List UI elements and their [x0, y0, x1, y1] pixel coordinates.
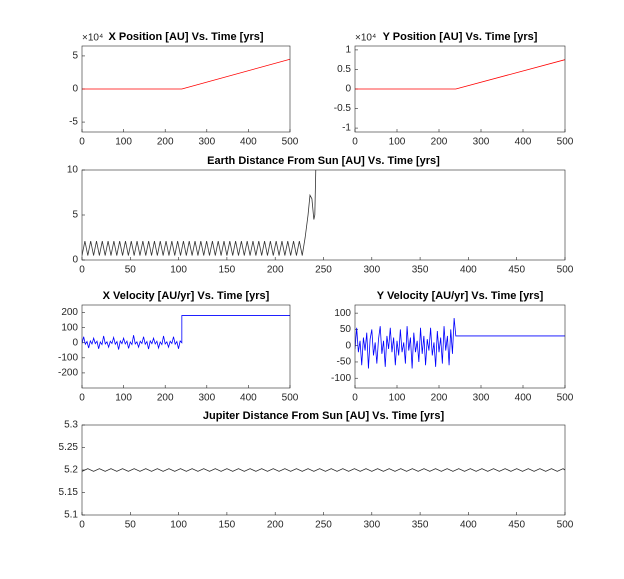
x-tick-label: 350: [412, 520, 429, 531]
chart-title: Jupiter Distance From Sun [AU] Vs. Time …: [203, 410, 445, 422]
x-tick-label: 300: [363, 265, 380, 276]
x-tick-label: 200: [157, 393, 174, 404]
y-tick-label: 1: [345, 45, 351, 56]
axes-box: [81, 169, 566, 261]
exponent-label: ×10⁴: [82, 33, 103, 44]
axes-box: [81, 304, 291, 389]
x-tick-label: 100: [115, 393, 132, 404]
plot-area: [82, 305, 290, 388]
x-tick-label: 200: [157, 137, 174, 148]
x-tick-label: 100: [389, 393, 406, 404]
x-tick-label: 300: [198, 137, 215, 148]
x-tick-label: 200: [267, 265, 284, 276]
y-tick-label: 5: [72, 51, 78, 62]
x-tick-label: 100: [170, 520, 187, 531]
x-tick-label: 500: [557, 137, 574, 148]
x-tick-label: 0: [352, 393, 358, 404]
data-line: [82, 58, 290, 90]
x-tick-label: 300: [363, 520, 380, 531]
x-tick-label: 450: [508, 520, 525, 531]
x-tick-label: 0: [79, 393, 85, 404]
y-tick-label: 0: [72, 337, 78, 348]
x-tick-label: 400: [240, 137, 257, 148]
y-tick-label: 5.3: [64, 420, 78, 431]
x-tick-label: 400: [515, 393, 532, 404]
x-tick-label: 0: [352, 137, 358, 148]
x-tick-label: 500: [557, 393, 574, 404]
y-tick-label: 100: [61, 322, 78, 333]
x-tick-label: 100: [389, 137, 406, 148]
y-tick-label: 5.15: [59, 487, 79, 498]
y-tick-label: 5: [72, 210, 78, 221]
y-tick-label: -0.5: [334, 103, 352, 114]
x-tick-label: 250: [315, 265, 332, 276]
y-tick-label: -200: [58, 368, 78, 379]
x-tick-label: 300: [473, 137, 490, 148]
y-tick-label: -100: [331, 373, 351, 384]
y-tick-label: 5.25: [59, 442, 79, 453]
y-tick-label: -50: [337, 357, 352, 368]
y-tick-label: 0.5: [337, 64, 351, 75]
axes-box: [81, 424, 566, 516]
x-tick-label: 100: [115, 137, 132, 148]
y-tick-label: 5.2: [64, 465, 78, 476]
data-line: [355, 59, 565, 90]
chart-title: X Position [AU] Vs. Time [yrs]: [108, 31, 263, 43]
x-tick-label: 500: [282, 393, 299, 404]
x-tick-label: 400: [460, 520, 477, 531]
x-tick-label: 0: [79, 520, 85, 531]
y-tick-label: 10: [67, 165, 79, 176]
axes-box: [81, 45, 291, 133]
x-tick-label: 250: [315, 520, 332, 531]
y-tick-label: 50: [340, 324, 352, 335]
x-tick-label: 200: [267, 520, 284, 531]
x-tick-label: 50: [125, 265, 137, 276]
y-tick-label: 0: [72, 84, 78, 95]
x-tick-label: 0: [79, 265, 85, 276]
x-tick-label: 0: [79, 137, 85, 148]
y-tick-label: -5: [69, 117, 78, 128]
y-tick-label: -100: [58, 352, 78, 363]
x-tick-label: 350: [412, 265, 429, 276]
x-tick-label: 300: [198, 393, 215, 404]
chart-title: Y Velocity [AU/yr] Vs. Time [yrs]: [377, 290, 544, 302]
axes-box: [354, 304, 566, 389]
x-tick-label: 400: [240, 393, 257, 404]
y-tick-label: 100: [334, 308, 351, 319]
data-line: [82, 170, 317, 256]
x-tick-label: 150: [219, 520, 236, 531]
data-line: [355, 317, 565, 369]
chart-title: X Velocity [AU/yr] Vs. Time [yrs]: [103, 290, 270, 302]
x-tick-label: 450: [508, 265, 525, 276]
y-tick-label: 0: [72, 255, 78, 266]
x-tick-label: 300: [473, 393, 490, 404]
exponent-label: ×10⁴: [355, 33, 376, 44]
x-tick-label: 150: [219, 265, 236, 276]
chart-title: Y Position [AU] Vs. Time [yrs]: [383, 31, 538, 43]
y-tick-label: 0: [345, 84, 351, 95]
y-tick-label: 5.1: [64, 510, 78, 521]
x-tick-label: 50: [125, 520, 137, 531]
x-tick-label: 200: [431, 137, 448, 148]
chart-title: Earth Distance From Sun [AU] Vs. Time [y…: [207, 155, 440, 167]
y-tick-label: 200: [61, 307, 78, 318]
y-tick-label: -1: [342, 123, 351, 134]
axes-box: [354, 45, 566, 133]
x-tick-label: 400: [515, 137, 532, 148]
x-tick-label: 500: [557, 520, 574, 531]
plot-area: [355, 305, 565, 388]
y-tick-label: 0: [345, 340, 351, 351]
data-line: [82, 468, 565, 472]
x-tick-label: 400: [460, 265, 477, 276]
x-tick-label: 500: [282, 137, 299, 148]
plot-area: [82, 170, 565, 260]
x-tick-label: 500: [557, 265, 574, 276]
x-tick-label: 100: [170, 265, 187, 276]
data-line: [82, 315, 290, 350]
x-tick-label: 200: [431, 393, 448, 404]
